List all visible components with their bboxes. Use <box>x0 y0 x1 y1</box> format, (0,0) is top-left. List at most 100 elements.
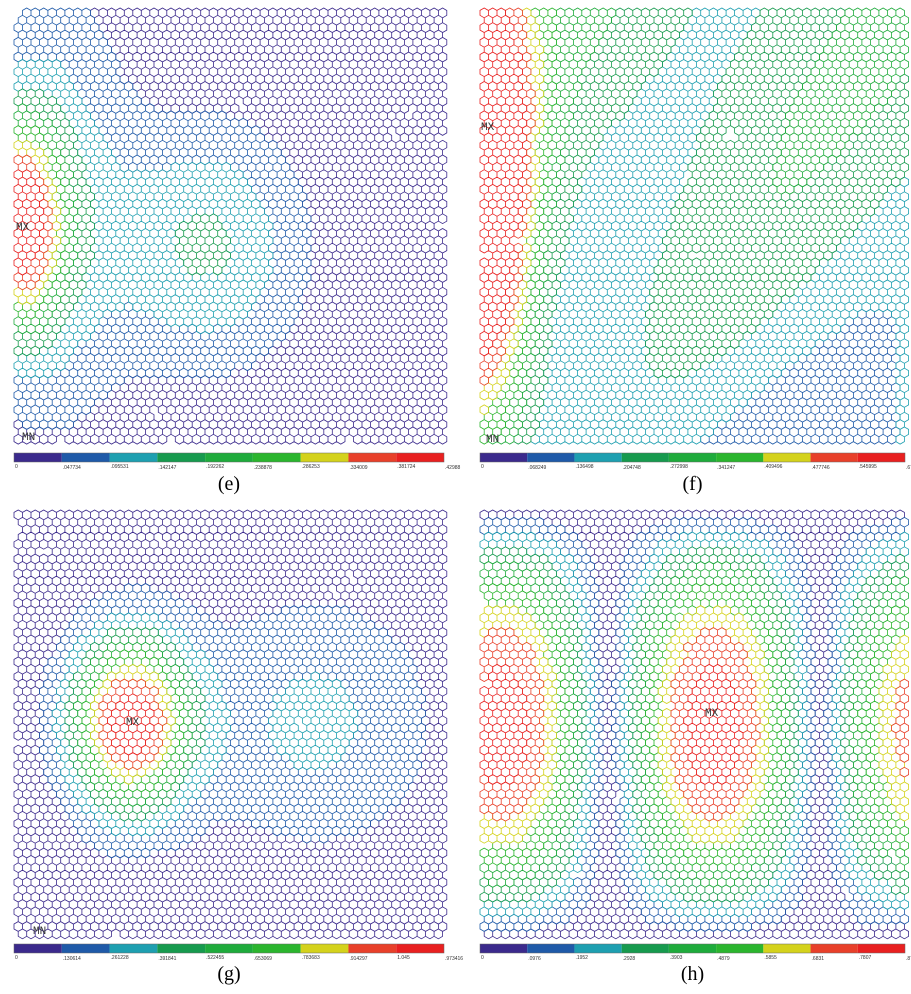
colorbar-label: .192262 <box>206 464 224 470</box>
colorbar-label: .261228 <box>111 955 129 961</box>
colorbar-label: .1952 <box>575 955 588 961</box>
mesh <box>488 7 909 445</box>
min-label: MN <box>22 432 35 444</box>
max-label: MX <box>16 222 30 234</box>
min-label: MN <box>33 926 46 938</box>
colorbar-label: .522455 <box>206 955 224 961</box>
colorbar-label: .477746 <box>812 465 830 471</box>
colorbar-label: .914297 <box>349 956 367 962</box>
colorbar-label: .409496 <box>764 464 782 470</box>
colorbar-label: 1.045 <box>397 955 410 961</box>
max-label: MX <box>705 708 719 720</box>
colorbar-label: 0 <box>15 464 18 470</box>
mesh <box>513 7 909 445</box>
colorbar-label: 0 <box>481 955 484 961</box>
mesh <box>479 7 528 357</box>
colorbar-label: .068249 <box>528 465 546 471</box>
colorbar-band <box>574 944 622 953</box>
colorbar-label: 0 <box>481 464 484 470</box>
mesh <box>13 509 448 940</box>
colorbar-band <box>109 944 158 953</box>
colorbar-band <box>205 944 253 953</box>
colorbar-band <box>763 944 811 953</box>
colorbar-label: .6831 <box>812 956 825 962</box>
colorbar-label: .204748 <box>623 465 641 471</box>
panel-label: (g) <box>217 963 240 985</box>
colorbar-band <box>61 453 110 462</box>
colorbar-frame <box>479 452 906 463</box>
colorbar-band <box>857 453 905 462</box>
colorbar-band <box>668 453 717 462</box>
panel-label: (h) <box>681 963 704 985</box>
colorbar-label: .130614 <box>63 956 81 962</box>
colorbar-label: .2928 <box>623 956 636 962</box>
colorbar-label: .334009 <box>349 465 367 471</box>
colorbar-label: .047734 <box>63 465 81 471</box>
colorbar-label: .0976 <box>528 956 541 962</box>
colorbar-band <box>109 453 158 462</box>
colorbar-label: .3903 <box>670 955 683 961</box>
colorbar-band <box>621 944 669 953</box>
colorbar-band <box>300 944 349 953</box>
mesh <box>13 103 79 335</box>
colorbar-label: .272998 <box>670 464 688 470</box>
colorbar-band <box>252 944 301 953</box>
colorbar-band <box>348 453 397 462</box>
mesh <box>107 693 155 756</box>
max-label: MX <box>126 717 140 729</box>
colorbar-band <box>668 944 717 953</box>
mesh <box>530 7 909 445</box>
colorbar-band <box>14 944 62 953</box>
colorbar-label: .6742 <box>906 465 911 471</box>
colorbar-band <box>396 453 444 462</box>
colorbar-band <box>157 944 206 953</box>
min-label: MN <box>486 434 499 446</box>
colorbar-label: 0 <box>15 955 18 961</box>
colorbar-label: .653069 <box>254 956 272 962</box>
max-label: MX <box>481 122 495 134</box>
mesh <box>479 663 744 785</box>
colorbar-band <box>527 944 575 953</box>
colorbar-band <box>205 453 253 462</box>
colorbar-band <box>621 453 669 462</box>
mesh <box>51 612 359 837</box>
colorbar-band <box>252 453 301 462</box>
colorbar-label: .973416 <box>445 956 463 962</box>
colorbar-label: .8783 <box>906 956 911 962</box>
panel-label: (e) <box>218 473 240 495</box>
colorbar-band <box>810 944 858 953</box>
colorbar-band <box>716 453 764 462</box>
colorbar-band <box>14 453 62 462</box>
colorbar-band <box>480 944 528 953</box>
colorbar-label: .341247 <box>717 465 735 471</box>
colorbar-band <box>157 453 206 462</box>
colorbar-label: .783683 <box>302 955 320 961</box>
colorbar-band <box>300 453 349 462</box>
colorbar-label: .4879 <box>717 956 730 962</box>
mesh <box>13 169 45 276</box>
colorbar-band <box>857 944 905 953</box>
colorbar-frame <box>13 943 445 954</box>
colorbar-label: .42988 <box>445 465 461 471</box>
colorbar-label: .142147 <box>158 465 176 471</box>
colorbar-frame <box>479 943 906 954</box>
colorbar-label: .095531 <box>111 464 129 470</box>
colorbar-frame <box>13 452 445 463</box>
colorbar-band <box>527 453 575 462</box>
colorbar-band <box>396 944 444 953</box>
colorbar-label: .7807 <box>859 955 872 961</box>
colorbar-label: .238878 <box>254 465 272 471</box>
mesh <box>13 59 274 379</box>
colorbar-band <box>480 453 528 462</box>
colorbar-band <box>61 944 110 953</box>
mesh <box>39 583 426 859</box>
colorbar-label: .545995 <box>859 464 877 470</box>
panel-label: (f) <box>683 473 703 495</box>
colorbar-label: .381724 <box>397 464 415 470</box>
colorbar-label: .5855 <box>764 955 777 961</box>
colorbar-band <box>763 453 811 462</box>
colorbar-band <box>348 944 397 953</box>
colorbar-band <box>810 453 858 462</box>
